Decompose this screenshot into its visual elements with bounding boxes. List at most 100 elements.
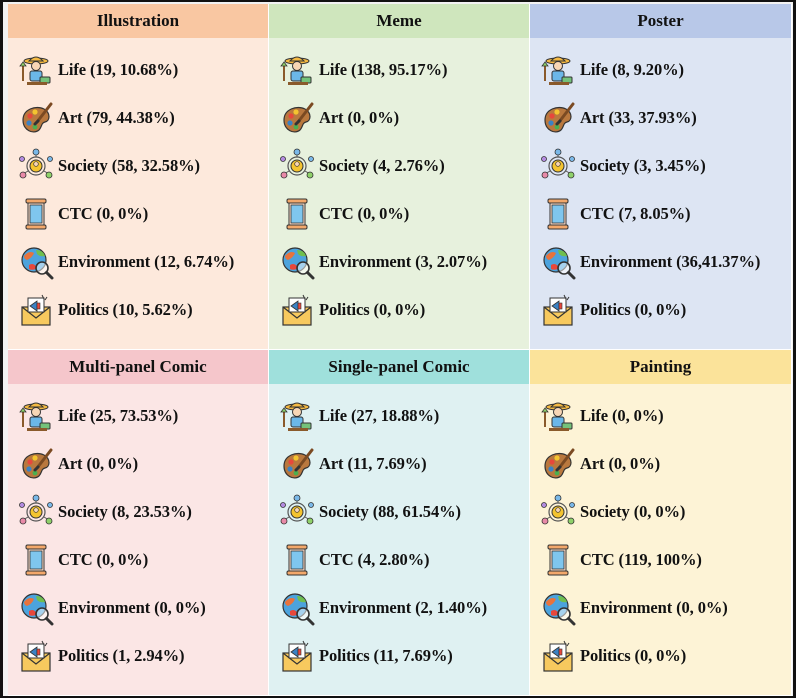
category-label: Life (8, 9.20%) (580, 60, 684, 79)
category-label: CTC (7, 8.05%) (580, 204, 691, 223)
category-item: Environment (12, 6.74%) (18, 238, 268, 286)
category-item: Politics (0, 0%) (540, 632, 791, 680)
category-label: Art (11, 7.69%) (319, 454, 427, 473)
society-icon (18, 494, 54, 530)
category-label: Society (4, 2.76%) (319, 156, 445, 175)
environment-icon (279, 590, 315, 626)
life-icon (540, 52, 576, 88)
politics-icon (18, 292, 54, 328)
category-item: Life (8, 9.20%) (540, 46, 791, 94)
ctc-icon (540, 196, 576, 232)
ctc-icon (540, 542, 576, 578)
panel-title: Painting (530, 350, 791, 384)
category-item: Art (0, 0%) (540, 440, 791, 488)
category-label: Politics (0, 0%) (580, 300, 687, 319)
category-label: Politics (1, 2.94%) (58, 646, 185, 665)
category-label: Society (58, 32.58%) (58, 156, 200, 175)
category-list: Life (138, 95.17%) Art (0, 0%) Society (… (269, 38, 529, 334)
category-item: CTC (0, 0%) (18, 536, 268, 584)
category-label: CTC (0, 0%) (319, 204, 410, 223)
environment-icon (18, 244, 54, 280)
category-item: Art (11, 7.69%) (279, 440, 529, 488)
category-label: Environment (12, 6.74%) (58, 252, 235, 271)
category-item: CTC (0, 0%) (18, 190, 268, 238)
environment-icon (18, 590, 54, 626)
category-label: Art (0, 0%) (58, 454, 138, 473)
panel-title: Multi-panel Comic (8, 350, 268, 384)
category-list: Life (27, 18.88%) Art (11, 7.69%) Societ… (269, 384, 529, 680)
category-label: Life (19, 10.68%) (58, 60, 179, 79)
ctc-icon (279, 542, 315, 578)
category-label: Politics (0, 0%) (319, 300, 426, 319)
category-label: Life (25, 73.53%) (58, 406, 179, 425)
category-item: Art (33, 37.93%) (540, 94, 791, 142)
category-label: Society (3, 3.45%) (580, 156, 706, 175)
category-item: Politics (11, 7.69%) (279, 632, 529, 680)
art-icon (540, 100, 576, 136)
panel-title: Single-panel Comic (269, 350, 529, 384)
art-icon (540, 446, 576, 482)
category-label: Society (88, 61.54%) (319, 502, 461, 521)
life-icon (279, 52, 315, 88)
category-label: Environment (0, 0%) (580, 598, 728, 617)
category-list: Life (0, 0%) Art (0, 0%) Society (0, 0%)… (530, 384, 791, 680)
category-label: Art (0, 0%) (580, 454, 660, 473)
category-item: Life (138, 95.17%) (279, 46, 529, 94)
category-item: Society (58, 32.58%) (18, 142, 268, 190)
category-item: Life (25, 73.53%) (18, 392, 268, 440)
category-list: Life (19, 10.68%) Art (79, 44.38%) Socie… (8, 38, 268, 334)
panel-title: Poster (530, 4, 791, 38)
environment-icon (279, 244, 315, 280)
art-icon (18, 100, 54, 136)
category-item: Society (0, 0%) (540, 488, 791, 536)
category-list: Life (8, 9.20%) Art (33, 37.93%) Society… (530, 38, 791, 334)
category-label: Life (27, 18.88%) (319, 406, 440, 425)
panel-illustration: Illustration Life (19, 10.68%) Art (79, … (8, 4, 269, 350)
environment-icon (540, 590, 576, 626)
category-item: Life (27, 18.88%) (279, 392, 529, 440)
category-label: Life (138, 95.17%) (319, 60, 448, 79)
category-list: Life (25, 73.53%) Art (0, 0%) Society (8… (8, 384, 268, 680)
category-item: Politics (1, 2.94%) (18, 632, 268, 680)
category-item: Environment (2, 1.40%) (279, 584, 529, 632)
category-label: Art (33, 37.93%) (580, 108, 697, 127)
category-label: Society (8, 23.53%) (58, 502, 192, 521)
category-item: Environment (0, 0%) (540, 584, 791, 632)
panel-single-panel-comic: Single-panel Comic Life (27, 18.88%) Art… (269, 350, 530, 696)
category-label: Politics (10, 5.62%) (58, 300, 193, 319)
category-item: CTC (7, 8.05%) (540, 190, 791, 238)
environment-icon (540, 244, 576, 280)
panel-painting: Painting Life (0, 0%) Art (0, 0%) Societ… (530, 350, 792, 696)
life-icon (540, 398, 576, 434)
art-icon (18, 446, 54, 482)
category-label: Environment (3, 2.07%) (319, 252, 487, 271)
category-item: Environment (0, 0%) (18, 584, 268, 632)
politics-icon (279, 292, 315, 328)
category-item: Environment (36,41.37%) (540, 238, 791, 286)
category-label: Art (79, 44.38%) (58, 108, 175, 127)
society-icon (279, 148, 315, 184)
category-label: Politics (11, 7.69%) (319, 646, 453, 665)
category-item: Art (0, 0%) (18, 440, 268, 488)
art-icon (279, 446, 315, 482)
category-item: Art (79, 44.38%) (18, 94, 268, 142)
category-item: Society (3, 3.45%) (540, 142, 791, 190)
category-item: Art (0, 0%) (279, 94, 529, 142)
politics-icon (540, 638, 576, 674)
category-label: Society (0, 0%) (580, 502, 686, 521)
category-label: CTC (4, 2.80%) (319, 550, 430, 569)
panel-title: Illustration (8, 4, 268, 38)
panel-poster: Poster Life (8, 9.20%) Art (33, 37.93%) … (530, 4, 792, 350)
category-item: Society (88, 61.54%) (279, 488, 529, 536)
life-icon (18, 52, 54, 88)
category-item: Politics (0, 0%) (279, 286, 529, 334)
art-icon (279, 100, 315, 136)
category-item: Life (0, 0%) (540, 392, 791, 440)
category-label: Environment (0, 0%) (58, 598, 206, 617)
category-grid: Illustration Life (19, 10.68%) Art (79, … (8, 4, 792, 696)
category-item: Politics (10, 5.62%) (18, 286, 268, 334)
category-label: CTC (119, 100%) (580, 550, 702, 569)
politics-icon (279, 638, 315, 674)
politics-icon (18, 638, 54, 674)
ctc-icon (18, 196, 54, 232)
